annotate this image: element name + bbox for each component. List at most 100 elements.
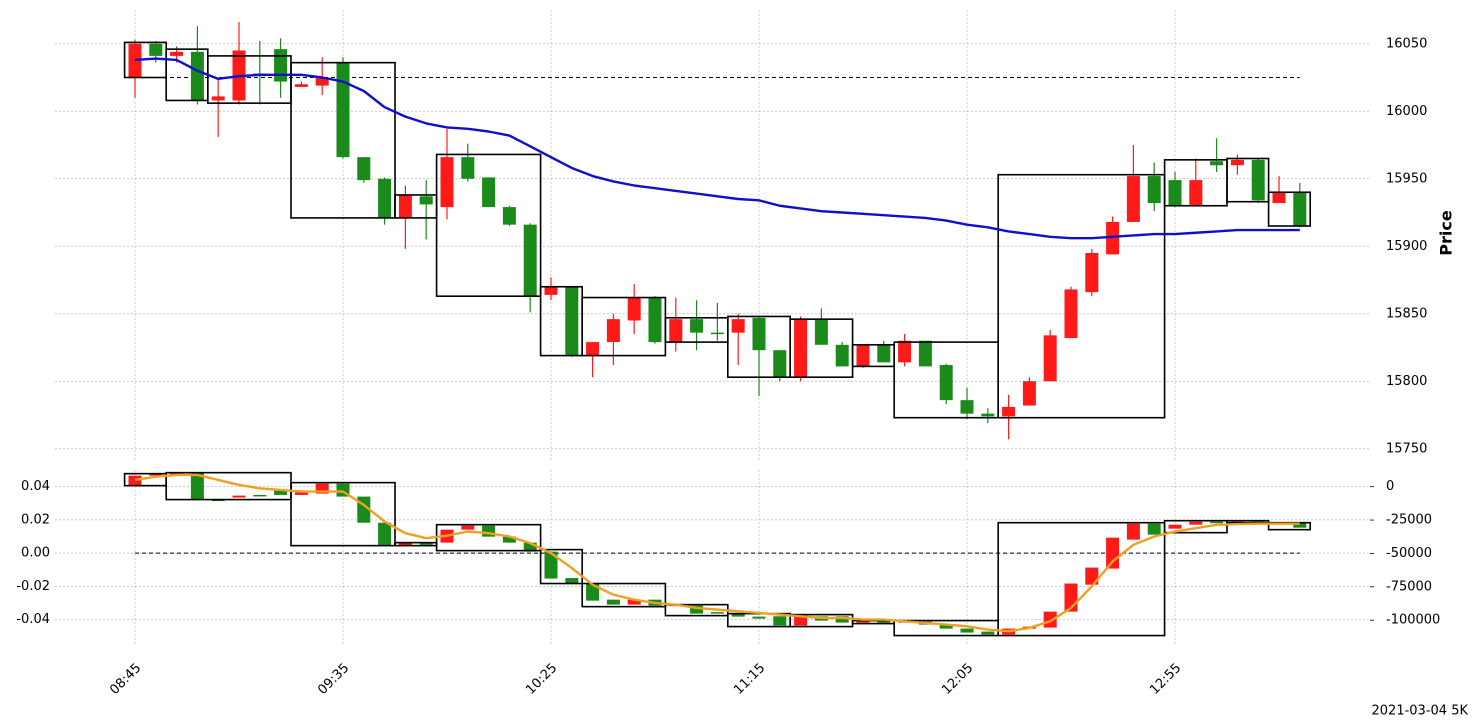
candle-body xyxy=(648,297,662,343)
candle-body xyxy=(1085,567,1099,585)
y-axis-label: Price xyxy=(1437,210,1456,256)
candle-body xyxy=(1106,221,1120,255)
box xyxy=(435,153,542,297)
candle-body xyxy=(877,621,891,623)
candle-body xyxy=(544,551,558,579)
candle-body xyxy=(794,319,808,378)
candle-body xyxy=(1002,406,1016,417)
candle-body xyxy=(315,483,329,494)
x-tick-label: 08:45 xyxy=(107,661,144,698)
x-tick-label: 11:15 xyxy=(731,661,768,698)
candle-body xyxy=(627,297,641,321)
candle-body xyxy=(752,616,766,619)
candle-body xyxy=(898,340,912,363)
candle-body xyxy=(1147,176,1161,204)
candle-body xyxy=(274,49,288,82)
candle-body xyxy=(981,413,995,417)
candle-body xyxy=(710,332,724,335)
candle-body xyxy=(149,474,163,476)
candle-body xyxy=(336,62,350,158)
y-tick-label: 16000 xyxy=(1386,104,1427,119)
box xyxy=(581,582,667,608)
box xyxy=(997,521,1166,637)
candle-body xyxy=(1043,335,1057,382)
candle-body xyxy=(918,340,932,367)
candle-body xyxy=(149,43,163,56)
box xyxy=(1163,519,1228,534)
candle-body xyxy=(981,631,995,635)
candle-body xyxy=(1126,176,1140,222)
box xyxy=(1267,191,1311,227)
y-tick-label: 16050 xyxy=(1386,36,1427,51)
y2-tick-label: 0 xyxy=(1386,479,1394,494)
candle-body xyxy=(1210,521,1224,524)
y-tick-label: 15750 xyxy=(1386,441,1427,456)
candle-body xyxy=(378,522,392,546)
candle-body xyxy=(211,96,225,101)
candle-body xyxy=(274,489,288,495)
candle-body xyxy=(502,207,516,225)
y-tick-label: 15900 xyxy=(1386,239,1427,254)
candle-body xyxy=(773,616,787,626)
box xyxy=(1226,157,1270,203)
candle-body xyxy=(606,319,620,343)
candle-body xyxy=(419,196,433,205)
candle-body xyxy=(1168,524,1182,529)
y-tick-label: 0.00 xyxy=(21,546,50,561)
x-tick-label: 10:25 xyxy=(523,661,560,698)
y2-tick-label: -50000 xyxy=(1386,546,1432,561)
y-tick-label: 15950 xyxy=(1386,171,1427,186)
box xyxy=(165,471,292,501)
candle-body xyxy=(939,365,953,401)
candle-body xyxy=(794,616,808,626)
box xyxy=(539,548,583,585)
candle-body xyxy=(752,317,766,351)
candle-body xyxy=(1085,253,1099,293)
candle-body xyxy=(128,43,142,78)
candle-body xyxy=(1293,192,1307,226)
candle-body xyxy=(482,525,496,537)
y-tick-label: 0.04 xyxy=(21,479,50,494)
candle-body xyxy=(731,319,745,333)
candle-body xyxy=(1230,159,1244,166)
y2-tick-label: -25000 xyxy=(1386,513,1432,528)
y-tick-label: 15850 xyxy=(1386,306,1427,321)
candle-body xyxy=(1189,521,1203,525)
candle-body xyxy=(357,157,371,181)
candle-body xyxy=(960,628,974,633)
candle-body xyxy=(1126,523,1140,540)
box xyxy=(290,61,396,219)
candle-body xyxy=(565,578,579,584)
candle-body xyxy=(710,612,724,614)
candle-body xyxy=(731,613,745,617)
candle-body xyxy=(1293,522,1307,528)
candle-body xyxy=(502,536,516,543)
line xyxy=(134,57,1300,240)
candle-body xyxy=(1106,537,1120,569)
candle-body xyxy=(398,542,412,546)
candle-body xyxy=(544,286,558,295)
y2-tick-label: -75000 xyxy=(1386,579,1432,594)
candle-body xyxy=(586,342,600,356)
footer: 2021-03-04 5K xyxy=(1372,704,1469,719)
candle-body xyxy=(190,473,204,500)
candle-body xyxy=(294,492,308,495)
y-tick-label: -0.02 xyxy=(16,579,50,594)
box xyxy=(290,481,396,547)
candle-body xyxy=(253,494,267,497)
candle-body xyxy=(606,599,620,605)
candle-body xyxy=(482,177,496,208)
candle-body xyxy=(1168,180,1182,206)
candle-body xyxy=(523,542,537,552)
y-tick-label: 15800 xyxy=(1386,374,1427,389)
y-tick-label: 0.02 xyxy=(21,512,50,527)
candle-body xyxy=(1272,192,1286,204)
candle-body xyxy=(440,157,454,208)
candle-body xyxy=(960,400,974,414)
candle-body xyxy=(690,605,704,614)
box xyxy=(997,173,1166,419)
candle-body xyxy=(1043,611,1057,628)
candle-body xyxy=(814,319,828,345)
candle-body xyxy=(128,475,142,485)
